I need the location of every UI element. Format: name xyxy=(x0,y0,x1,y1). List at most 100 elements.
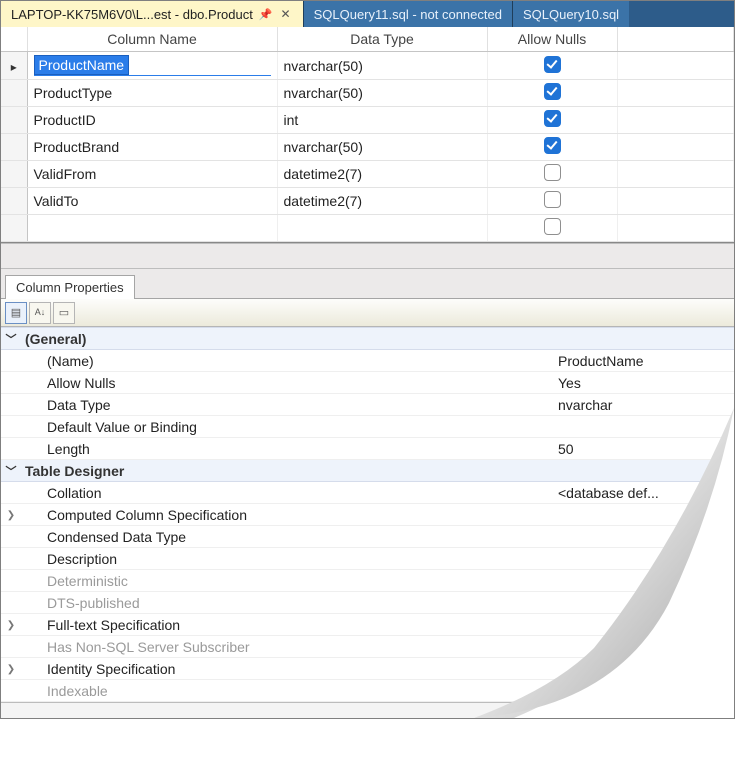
property-value[interactable] xyxy=(554,680,734,702)
column-row[interactable]: ProductTypenvarchar(50) xyxy=(1,80,734,107)
allow-nulls-checkbox[interactable] xyxy=(544,218,561,235)
cell-column-name[interactable]: ProductBrand xyxy=(27,134,277,161)
property-value[interactable]: Yes xyxy=(554,372,734,394)
cell-allow-nulls[interactable] xyxy=(487,161,617,188)
cell-column-name[interactable]: ValidFrom xyxy=(27,161,277,188)
row-selector[interactable] xyxy=(1,188,27,215)
property-row[interactable]: (Name)ProductName xyxy=(1,350,734,372)
cell-column-name[interactable]: ProductID xyxy=(27,107,277,134)
property-row[interactable]: Full-text Specification xyxy=(1,614,734,636)
property-value[interactable] xyxy=(554,504,734,526)
allow-nulls-checkbox[interactable] xyxy=(544,137,561,154)
document-tab[interactable]: LAPTOP-KK75M6V0\L...est - dbo.Product📌✕ xyxy=(1,1,303,27)
cell-data-type[interactable]: nvarchar(50) xyxy=(277,134,487,161)
property-value[interactable] xyxy=(554,526,734,548)
property-value[interactable]: <database def... xyxy=(554,482,734,504)
cell-column-name[interactable]: ValidTo xyxy=(27,188,277,215)
column-row[interactable]: ProductIDint xyxy=(1,107,734,134)
close-icon[interactable]: ✕ xyxy=(279,7,293,21)
cell-allow-nulls[interactable] xyxy=(487,188,617,215)
column-row[interactable]: ValidFromdatetime2(7) xyxy=(1,161,734,188)
header-column-name[interactable]: Column Name xyxy=(27,27,277,52)
cell-column-name[interactable]: ProductName xyxy=(27,52,277,80)
allow-nulls-checkbox[interactable] xyxy=(544,56,561,73)
column-row[interactable]: ProductBrandnvarchar(50) xyxy=(1,134,734,161)
property-value[interactable]: 50 xyxy=(554,438,734,460)
property-value[interactable] xyxy=(554,548,734,570)
tab-column-properties[interactable]: Column Properties xyxy=(5,275,135,299)
property-row[interactable]: Collation<database def... xyxy=(1,482,734,504)
property-value[interactable] xyxy=(554,658,734,680)
property-row[interactable]: Description xyxy=(1,548,734,570)
column-row[interactable] xyxy=(1,215,734,242)
categorized-button[interactable]: ▤ xyxy=(5,302,27,324)
property-row[interactable]: Has Non-SQL Server Subscriber xyxy=(1,636,734,658)
property-value[interactable] xyxy=(554,636,734,658)
property-indent xyxy=(21,570,43,592)
header-data-type[interactable]: Data Type xyxy=(277,27,487,52)
column-name-editor[interactable]: ProductName xyxy=(34,55,130,75)
property-expander[interactable] xyxy=(1,504,21,526)
pin-icon[interactable]: 📌 xyxy=(259,8,273,21)
cell-data-type[interactable]: datetime2(7) xyxy=(277,188,487,215)
cell-data-type[interactable] xyxy=(277,215,487,242)
property-key: Identity Specification xyxy=(43,658,554,680)
document-tab[interactable]: SQLQuery11.sql - not connected xyxy=(304,1,512,27)
property-expander xyxy=(1,350,21,372)
header-allow-nulls[interactable]: Allow Nulls xyxy=(487,27,617,52)
splitter-bar[interactable] xyxy=(1,243,734,269)
property-row[interactable]: Default Value or Binding xyxy=(1,416,734,438)
property-row[interactable]: DTS-published xyxy=(1,592,734,614)
row-selector[interactable] xyxy=(1,107,27,134)
document-tab[interactable]: SQLQuery10.sql xyxy=(513,1,629,27)
property-row[interactable]: Indexable xyxy=(1,680,734,702)
property-indent xyxy=(21,504,43,526)
property-value[interactable] xyxy=(554,614,734,636)
cell-column-name[interactable] xyxy=(27,215,277,242)
cell-data-type[interactable]: int xyxy=(277,107,487,134)
column-row[interactable]: ValidTodatetime2(7) xyxy=(1,188,734,215)
property-row[interactable]: Computed Column Specification xyxy=(1,504,734,526)
chevron-right-icon xyxy=(7,619,15,631)
property-value[interactable]: ProductName xyxy=(554,350,734,372)
property-indent xyxy=(21,592,43,614)
cell-data-type[interactable]: nvarchar(50) xyxy=(277,80,487,107)
allow-nulls-checkbox[interactable] xyxy=(544,191,561,208)
cell-spacer xyxy=(617,134,734,161)
cell-allow-nulls[interactable] xyxy=(487,215,617,242)
property-expander[interactable] xyxy=(1,614,21,636)
property-row[interactable]: Data Typenvarchar xyxy=(1,394,734,416)
property-row[interactable]: Condensed Data Type xyxy=(1,526,734,548)
cell-spacer xyxy=(617,52,734,80)
allow-nulls-checkbox[interactable] xyxy=(544,110,561,127)
property-value[interactable] xyxy=(554,416,734,438)
cell-allow-nulls[interactable] xyxy=(487,107,617,134)
row-selector[interactable] xyxy=(1,215,27,242)
property-row[interactable]: Identity Specification xyxy=(1,658,734,680)
cell-column-name[interactable]: ProductType xyxy=(27,80,277,107)
cell-allow-nulls[interactable] xyxy=(487,134,617,161)
allow-nulls-checkbox[interactable] xyxy=(544,83,561,100)
allow-nulls-checkbox[interactable] xyxy=(544,164,561,181)
property-row[interactable]: Deterministic xyxy=(1,570,734,592)
cell-allow-nulls[interactable] xyxy=(487,52,617,80)
property-group-row[interactable]: Table Designer xyxy=(1,460,734,482)
row-selector[interactable] xyxy=(1,80,27,107)
column-row[interactable]: ProductName nvarchar(50) xyxy=(1,52,734,80)
alphabetical-button[interactable]: A↓ xyxy=(29,302,51,324)
property-group-row[interactable]: (General) xyxy=(1,328,734,350)
property-expander[interactable] xyxy=(1,658,21,680)
row-selector[interactable] xyxy=(1,52,27,80)
property-pages-button[interactable]: ▭ xyxy=(53,302,75,324)
property-row[interactable]: Allow NullsYes xyxy=(1,372,734,394)
cell-data-type[interactable]: nvarchar(50) xyxy=(277,52,487,80)
cell-allow-nulls[interactable] xyxy=(487,80,617,107)
cell-data-type[interactable]: datetime2(7) xyxy=(277,161,487,188)
property-group-label: (General) xyxy=(21,328,734,350)
property-value[interactable] xyxy=(554,570,734,592)
property-row[interactable]: Length50 xyxy=(1,438,734,460)
property-value[interactable] xyxy=(554,592,734,614)
row-selector[interactable] xyxy=(1,161,27,188)
row-selector[interactable] xyxy=(1,134,27,161)
property-value[interactable]: nvarchar xyxy=(554,394,734,416)
